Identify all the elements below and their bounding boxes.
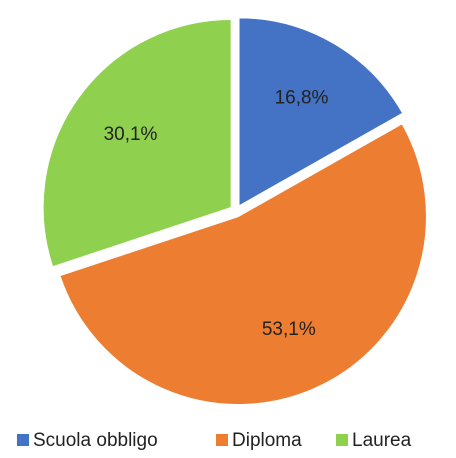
legend-label: Diploma [232, 430, 302, 451]
pie-slice [238, 17, 404, 207]
data-label: 16,8% [275, 88, 329, 109]
data-label: 30,1% [104, 124, 158, 145]
legend-label: Scuola obbligo [33, 430, 158, 451]
legend-label: Laurea [352, 430, 412, 451]
legend-swatch [336, 434, 348, 446]
data-label: 53,1% [262, 319, 316, 340]
pie-slice [42, 18, 232, 268]
pie-slice [59, 123, 427, 405]
legend-swatch [17, 434, 29, 446]
legend-swatch [216, 434, 228, 446]
